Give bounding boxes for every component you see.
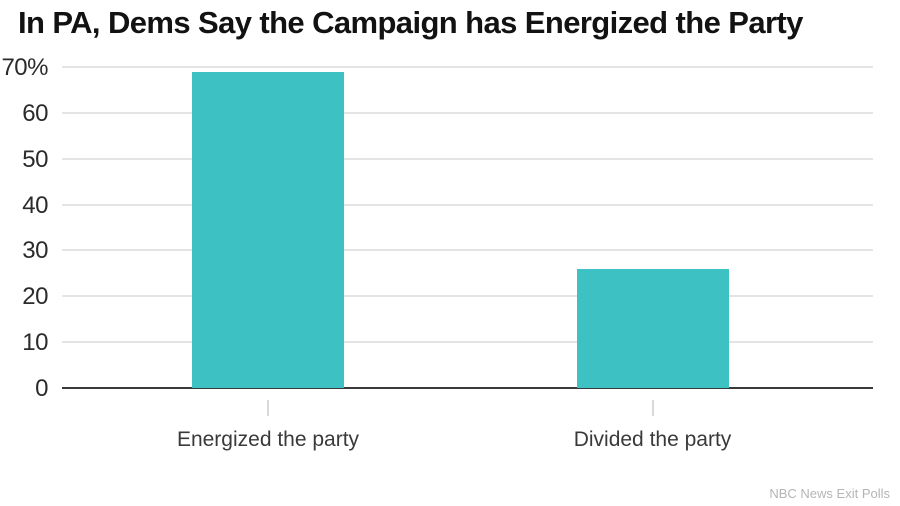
x-axis-line [62,387,873,389]
gridline-30 [62,249,873,252]
bar-divided-the-party [576,268,729,388]
gridline-50 [62,157,873,160]
y-tick-label-60: 60 [22,99,48,127]
chart-title: In PA, Dems Say the Campaign has Energiz… [18,5,803,40]
gridline-60 [62,111,873,114]
gridline-70 [62,66,873,68]
x-category-label-1: Energized the party [176,428,360,451]
gridline-40 [62,203,873,206]
y-tick-label-10: 10 [22,329,48,357]
source-credit: NBC News Exit Polls [769,486,890,501]
gridline-20 [62,295,873,298]
y-tick-label-0: 0 [35,375,48,402]
gridline-10 [62,341,873,344]
y-tick-label-70: 70% [1,54,48,81]
y-tick-label-50: 50 [22,145,48,173]
x-tick-2 [651,400,654,416]
y-tick-label-30: 30 [22,237,48,265]
x-category-label-2: Divided the party [573,428,732,451]
x-tick-1 [267,400,269,416]
y-tick-label-40: 40 [22,191,48,219]
bar-energized-the-party [192,71,344,388]
y-tick-label-20: 20 [22,283,48,311]
